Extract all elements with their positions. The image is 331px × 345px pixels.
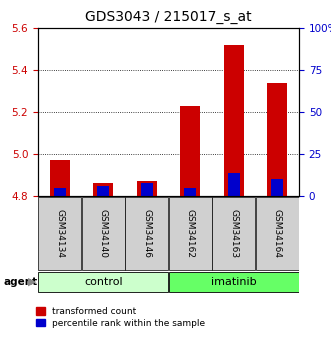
- Bar: [224, 45, 244, 196]
- Bar: [271, 179, 283, 196]
- Text: GSM34134: GSM34134: [55, 209, 64, 258]
- Bar: [184, 188, 196, 196]
- Bar: [97, 186, 109, 196]
- Text: GSM34162: GSM34162: [186, 209, 195, 258]
- Text: control: control: [84, 277, 122, 287]
- Text: GSM34140: GSM34140: [99, 209, 108, 258]
- Bar: [212, 197, 255, 270]
- Bar: [50, 160, 70, 196]
- Text: GSM34164: GSM34164: [273, 209, 282, 258]
- Bar: [141, 184, 153, 196]
- Bar: [82, 197, 125, 270]
- Legend: transformed count, percentile rank within the sample: transformed count, percentile rank withi…: [36, 307, 205, 328]
- Bar: [54, 188, 66, 196]
- Text: ▶: ▶: [28, 277, 37, 287]
- Bar: [38, 197, 81, 270]
- Bar: [93, 184, 113, 196]
- Bar: [38, 272, 168, 292]
- Bar: [137, 181, 157, 196]
- Bar: [169, 197, 212, 270]
- Title: GDS3043 / 215017_s_at: GDS3043 / 215017_s_at: [85, 10, 252, 24]
- Bar: [228, 173, 240, 196]
- Text: imatinib: imatinib: [211, 277, 257, 287]
- Bar: [180, 106, 200, 196]
- Bar: [169, 272, 299, 292]
- Bar: [267, 82, 287, 196]
- Text: GSM34146: GSM34146: [142, 209, 151, 258]
- Text: GSM34163: GSM34163: [229, 209, 238, 258]
- Bar: [125, 197, 168, 270]
- Bar: [256, 197, 299, 270]
- Text: agent: agent: [3, 277, 37, 287]
